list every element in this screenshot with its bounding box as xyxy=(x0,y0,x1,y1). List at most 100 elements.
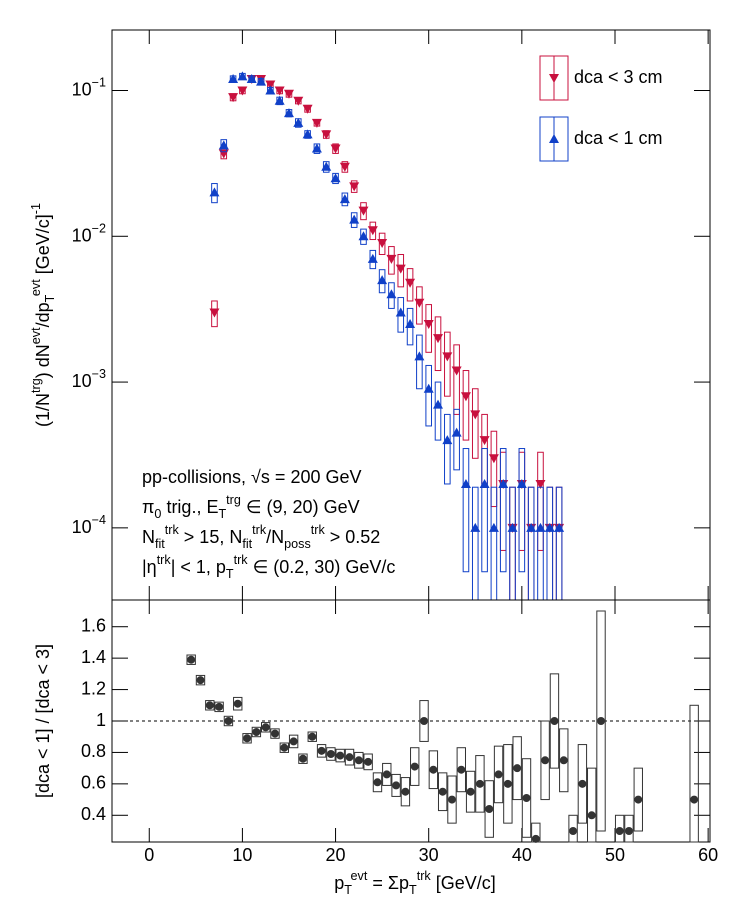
text-part: /dp xyxy=(33,302,53,327)
point xyxy=(209,187,220,197)
point xyxy=(196,676,205,685)
point xyxy=(354,756,363,765)
point xyxy=(289,737,298,746)
point xyxy=(429,765,438,774)
point xyxy=(274,86,285,96)
point xyxy=(377,238,388,248)
error-box xyxy=(518,451,526,551)
text-part: 10 xyxy=(72,371,92,391)
point xyxy=(433,334,444,344)
point xyxy=(317,746,326,755)
point xyxy=(423,383,434,393)
point xyxy=(339,194,350,204)
error-box xyxy=(378,232,386,255)
error-box xyxy=(521,758,532,838)
point xyxy=(228,93,239,103)
annotation: Nfittrk > 15, Nfittrk/Nposstrk > 0.52 xyxy=(142,523,380,551)
error-box xyxy=(444,413,451,485)
point xyxy=(215,702,224,711)
error-box xyxy=(261,722,271,733)
point xyxy=(358,231,369,241)
point xyxy=(634,795,643,804)
error-box xyxy=(549,673,560,769)
superscript: evt xyxy=(351,869,368,883)
error-box xyxy=(471,388,479,459)
y-tick-label: 10−4 xyxy=(72,513,106,536)
point xyxy=(405,319,416,329)
superscript: trg xyxy=(29,378,43,393)
point xyxy=(423,320,434,330)
error-box xyxy=(540,720,550,801)
point xyxy=(433,399,444,409)
y-tick-label: 1.2 xyxy=(81,678,106,698)
error-box xyxy=(307,731,317,742)
point xyxy=(414,298,425,308)
superscript: trk xyxy=(417,869,432,883)
subscript: poss xyxy=(284,537,311,551)
error-box xyxy=(214,701,224,713)
error-box xyxy=(527,486,535,601)
error-box xyxy=(503,744,513,824)
error-box xyxy=(490,430,498,508)
point xyxy=(237,86,248,96)
point xyxy=(311,143,322,153)
error-box xyxy=(537,451,544,551)
error-box xyxy=(425,364,432,427)
point xyxy=(358,206,369,216)
text-part: π xyxy=(142,497,154,517)
point xyxy=(451,366,462,376)
error-box xyxy=(242,733,252,744)
error-box xyxy=(410,747,420,786)
point xyxy=(405,278,416,288)
point xyxy=(293,96,304,106)
error-box xyxy=(587,767,597,843)
error-box xyxy=(633,767,643,832)
error-box xyxy=(211,300,218,328)
point xyxy=(187,655,196,664)
point xyxy=(298,754,307,763)
point xyxy=(209,308,220,318)
error-box xyxy=(444,331,451,397)
point xyxy=(349,182,360,192)
text-part: [GeV/c] xyxy=(33,214,53,279)
point xyxy=(382,770,391,779)
point xyxy=(522,794,531,802)
point xyxy=(479,478,490,488)
error-box xyxy=(186,654,196,665)
point xyxy=(395,307,406,317)
error-box xyxy=(298,753,308,764)
superscript: −1 xyxy=(92,76,106,90)
point xyxy=(544,522,555,532)
error-box xyxy=(425,304,432,353)
point xyxy=(414,351,425,361)
error-box xyxy=(471,486,479,601)
error-box xyxy=(369,221,377,241)
error-box xyxy=(437,772,448,812)
point xyxy=(252,728,261,736)
point xyxy=(479,436,490,446)
x-tick-label: 40 xyxy=(512,845,532,865)
point xyxy=(460,478,471,488)
legend-label: dca < 3 cm xyxy=(574,67,663,87)
point xyxy=(246,73,257,83)
point xyxy=(503,779,512,788)
subscript: fit xyxy=(155,537,165,551)
point xyxy=(587,811,596,820)
text-part: = Σp xyxy=(367,873,409,893)
point xyxy=(243,734,252,743)
point xyxy=(541,756,550,765)
text-part: |η xyxy=(142,557,157,577)
point xyxy=(513,764,522,773)
point xyxy=(302,129,313,139)
error-box xyxy=(447,775,457,824)
x-tick-label: 50 xyxy=(605,845,625,865)
error-box xyxy=(233,696,243,711)
superscript: trk xyxy=(252,523,267,537)
error-box xyxy=(251,726,262,738)
point xyxy=(271,729,280,738)
point xyxy=(401,787,410,796)
error-box xyxy=(335,748,345,763)
error-box xyxy=(490,486,498,601)
error-box xyxy=(546,486,554,601)
